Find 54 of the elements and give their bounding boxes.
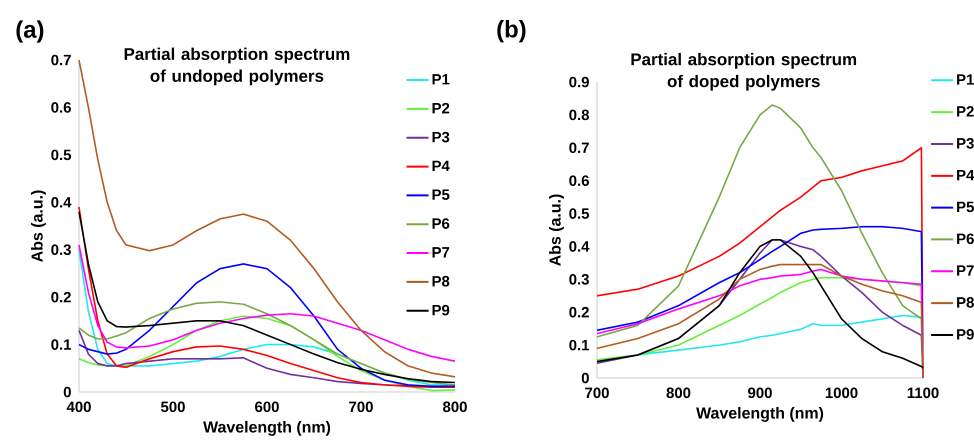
x-tick-label: 700 xyxy=(585,388,609,398)
legend-label: P4 xyxy=(432,160,450,172)
x-tick-label: 800 xyxy=(666,388,690,398)
y-tick-label: 0.5 xyxy=(569,208,590,219)
chart-title: Partial absorption spectrum of undoped polymers xyxy=(124,48,350,86)
y-tick-label: 0.5 xyxy=(51,150,72,160)
legend-label: P5 xyxy=(957,202,974,212)
x-tick-label: 600 xyxy=(255,402,279,412)
x-tick-label: 1000 xyxy=(826,388,858,398)
y-tick-label: 0.9 xyxy=(569,76,589,88)
text: (b) xyxy=(497,20,526,42)
legend-label: P3 xyxy=(432,132,450,142)
y-tick-label: 0.1 xyxy=(569,340,590,350)
legend-label: P2 xyxy=(957,106,974,117)
y-tick-label: 0.6 xyxy=(51,102,71,113)
x-tick-label: 900 xyxy=(748,388,772,398)
y-tick-label: 0.4 xyxy=(569,241,590,252)
x-tick-label: 400 xyxy=(66,402,91,412)
x-axis-title: Wavelength (nm) xyxy=(696,406,824,422)
legend-label: P1 xyxy=(957,74,974,85)
y-tick-label: 0.8 xyxy=(569,110,590,120)
x-axis-title: Wavelength (nm) xyxy=(203,420,330,436)
legend-label: P6 xyxy=(957,233,974,244)
y-tick-label: 0.6 xyxy=(569,175,589,186)
legend-label: P2 xyxy=(432,102,450,114)
x-tick-label: 500 xyxy=(160,402,185,412)
text: (a) xyxy=(16,20,44,43)
y-tick-label: 0.3 xyxy=(51,244,71,256)
y-tick-label: 0.4 xyxy=(51,196,72,208)
legend-label: P7 xyxy=(957,265,974,276)
x-tick-label: 700 xyxy=(349,402,373,412)
y-tick-label: 0.1 xyxy=(51,339,72,350)
y-tick-label: 0 xyxy=(64,386,71,398)
legend-label: P5 xyxy=(432,189,450,200)
legend-label: P8 xyxy=(957,297,974,308)
y-tick-label: 0.2 xyxy=(569,306,589,318)
y-tick-label: 0.2 xyxy=(51,292,71,302)
x-tick-label: 1100 xyxy=(908,388,939,398)
legend-label: P6 xyxy=(432,218,450,229)
legend-label: P3 xyxy=(957,138,974,149)
y-axis-title: Abs (a.u.) xyxy=(549,194,564,266)
y-axis-title: Abs (a.u.) xyxy=(31,190,46,262)
legend-label: P1 xyxy=(432,74,450,84)
legend-label: P7 xyxy=(432,247,450,258)
y-tick-label: 0.3 xyxy=(569,274,589,285)
y-tick-label: 0.7 xyxy=(569,142,589,154)
y-tick-label: 0 xyxy=(582,372,589,384)
x-tick-label: 800 xyxy=(443,402,467,412)
legend-label: P8 xyxy=(432,276,450,287)
y-tick-label: 0.7 xyxy=(51,54,71,66)
legend-label: P4 xyxy=(957,170,974,180)
chart-title: Partial absorption spectrum of doped polymers xyxy=(631,52,856,91)
legend-label: P9 xyxy=(432,304,450,316)
legend-label: P9 xyxy=(957,329,974,340)
